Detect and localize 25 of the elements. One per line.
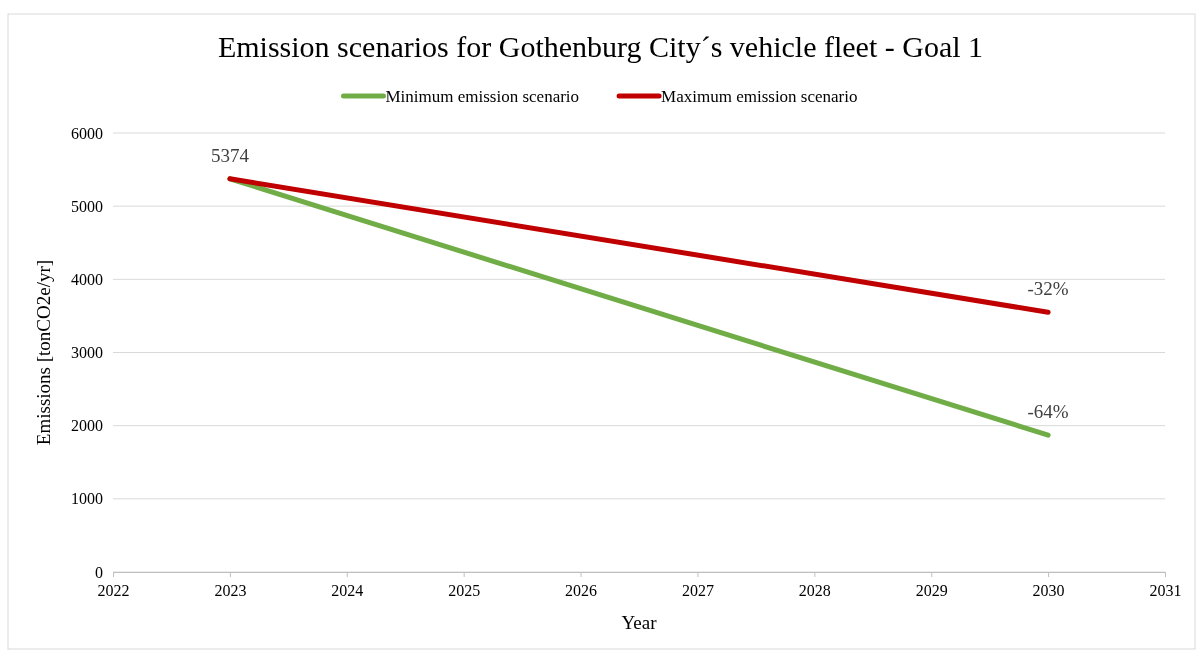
y-tick-label: 1000 [71, 490, 103, 508]
annotation: -32% [1027, 278, 1069, 300]
y-tick-label: 3000 [71, 344, 103, 362]
y-tick-label: 4000 [71, 270, 103, 288]
legend-label: Maximum emission scenario [661, 87, 858, 106]
x-tick-label: 2030 [1032, 582, 1065, 599]
chart-title: Emission scenarios for Gothenburg City´s vehicle fleet - Goal 1 [217, 30, 984, 63]
x-tick-label: 2029 [915, 582, 948, 599]
y-tick-label: 6000 [71, 124, 103, 142]
x-tick-label: 2031 [1149, 582, 1182, 599]
y-tick-label: 0 [95, 563, 103, 581]
annotation: -64% [1027, 401, 1069, 423]
legend-label: Minimum emission scenario [385, 87, 580, 106]
y-tick-label: 5000 [71, 197, 103, 215]
y-axis-title: Emissions [tonCO2e/yr] [33, 259, 54, 446]
x-tick-label: 2022 [97, 582, 130, 599]
x-tick-label: 2027 [681, 582, 714, 599]
x-tick-label: 2026 [565, 582, 598, 599]
x-tick-label: 2028 [798, 582, 831, 599]
x-axis-title: Year [621, 612, 658, 633]
x-tick-label: 2023 [214, 582, 247, 599]
x-tick-label: 2024 [331, 582, 364, 599]
y-tick-label: 2000 [71, 417, 103, 435]
data-label: 5374 [210, 144, 250, 166]
x-tick-label: 2025 [448, 582, 481, 599]
